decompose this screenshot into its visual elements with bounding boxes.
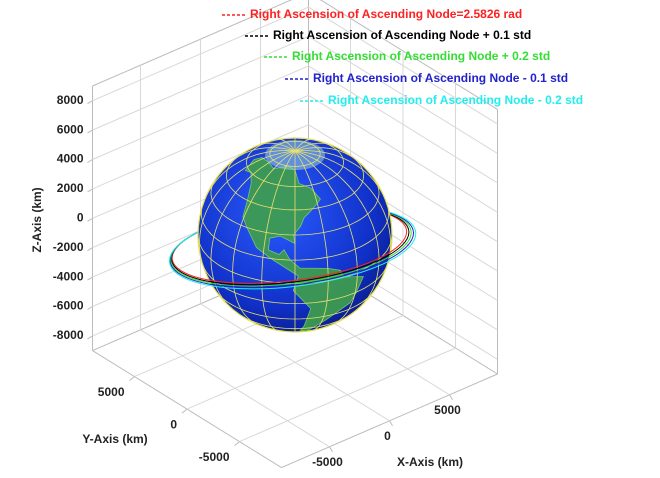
z-tick (87, 335, 93, 340)
z-axis-label: Z-Axis (km) (30, 187, 44, 252)
meridian (232, 147, 296, 162)
z-tick-label: -6000 (53, 299, 84, 313)
globe (197, 137, 393, 333)
land (242, 157, 364, 332)
x-tick-label: 5000 (434, 403, 461, 417)
orbit (170, 231, 412, 287)
legend-label: Right Ascension of Ascending Node + 0.1 … (273, 28, 531, 42)
grid-line (186, 315, 404, 410)
y-tick (129, 376, 135, 381)
meridian (294, 150, 329, 331)
x-tick-label: -5000 (312, 455, 343, 469)
x-tick (389, 420, 393, 427)
orbits-front (169, 230, 417, 290)
meridian (294, 150, 358, 324)
legend-label: Right Ascension of Ascending Node=2.5826… (250, 7, 522, 21)
z-tick (87, 188, 93, 193)
z-tick (87, 306, 93, 310)
orbit (169, 231, 414, 289)
meridian (294, 150, 387, 202)
meridian (294, 150, 380, 307)
grid-line (239, 347, 456, 443)
x-tick (329, 446, 333, 453)
meridian (279, 139, 296, 152)
meridian (294, 150, 391, 264)
meridian (294, 139, 311, 152)
orbit (171, 230, 408, 284)
z-tick-label: 6000 (57, 122, 84, 136)
z-tick (87, 100, 93, 105)
legend-label: Right Ascension of Ascending Node + 0.2 … (292, 49, 550, 63)
z-tick-label: -4000 (53, 269, 84, 283)
z-tick-label: 0 (77, 210, 84, 224)
z-tick (87, 129, 93, 134)
z-tick-label: -8000 (53, 328, 84, 342)
y-axis-label: Y-Axis (km) (82, 432, 147, 446)
z-tick-label: 8000 (57, 93, 84, 107)
y-tick-label: 0 (170, 417, 177, 431)
z-tick (87, 276, 93, 281)
meridian (294, 147, 358, 162)
legend-label: Right Ascension of Ascending Node - 0.2 … (328, 93, 583, 107)
meridian (203, 150, 296, 202)
orbit (169, 232, 417, 290)
meridian (261, 150, 296, 331)
meridian (199, 150, 296, 264)
meridian (294, 142, 332, 152)
x-tick (449, 394, 453, 401)
x-tick-label: 0 (384, 429, 391, 443)
axes: -8000 -6000 -4000 -2000 0 2000 4000 6000 8000 -50… (53, 0, 498, 469)
meridian (258, 142, 296, 152)
z-tick-label: -2000 (53, 240, 84, 254)
z-tick-label: 2000 (57, 181, 84, 195)
legend: Right Ascension of Ascending Node=2.5826… (222, 7, 583, 107)
legend-label: Right Ascension of Ascending Node - 0.1 … (313, 71, 568, 85)
orbit (171, 230, 410, 286)
z-tick (87, 159, 93, 163)
y-tick-label: -5000 (199, 450, 230, 464)
y-tick (181, 408, 188, 414)
x-axis-label: X-Axis (km) (397, 455, 463, 469)
z-tick-label: 4000 (57, 152, 84, 166)
y-tick (234, 441, 240, 446)
meridian (232, 150, 296, 324)
z-tick (87, 217, 93, 222)
z-tick (87, 247, 93, 252)
y-tick-label: 5000 (98, 385, 125, 399)
